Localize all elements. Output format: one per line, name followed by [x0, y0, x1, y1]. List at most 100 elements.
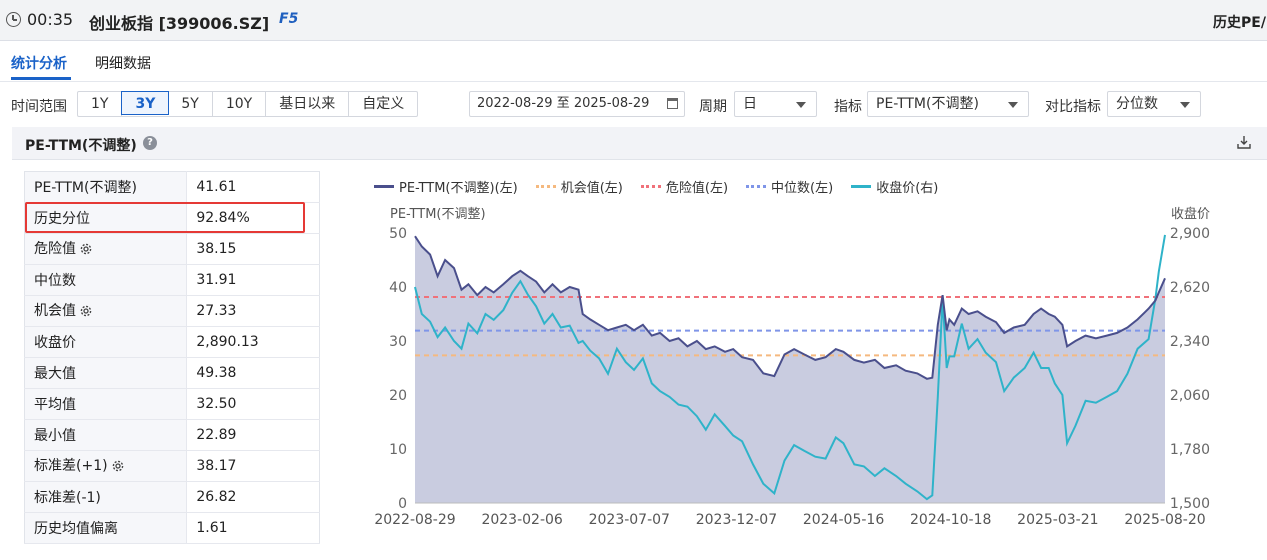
hotkey-badge[interactable]: F5 [279, 11, 299, 27]
stats-key-label: PE-TTM(不调整) [34, 180, 137, 196]
chevron-down-icon [796, 102, 806, 108]
left-tick-label: 40 [389, 280, 407, 296]
legend-item-opportunity[interactable]: 机会值(左) [535, 177, 623, 196]
left-tick-label: 20 [389, 388, 407, 404]
stats-key: 中位数 [24, 264, 188, 296]
compare-label: 对比指标 [1045, 99, 1101, 115]
stats-key-label: 历史分位 [34, 211, 90, 227]
top-bar: 00:35 创业板指 [399006.SZ] F5 历史PE/ [0, 0, 1267, 41]
period-value: 日 [743, 96, 757, 112]
stats-value: 26.82 [186, 481, 320, 513]
right-tick-label: 2,060 [1170, 388, 1210, 404]
x-tick-label: 2023-02-06 [481, 512, 562, 528]
date-range-input[interactable]: 2022-08-29 至 2025-08-29 [469, 91, 685, 117]
stats-table: PE-TTM(不调整) 41.61 历史分位 92.84% 危险值 38.15 中位数 31.… [24, 171, 320, 544]
stats-key: PE-TTM(不调整) [24, 171, 188, 203]
legend-item-pe[interactable]: PE-TTM(不调整)(左) [374, 177, 518, 196]
range-10y-button[interactable]: 10Y [213, 92, 267, 116]
stats-row: 历史分位 92.84% [24, 202, 320, 234]
pe-area [415, 236, 1165, 503]
calendar-icon[interactable] [667, 98, 678, 109]
indicator-select[interactable]: PE-TTM(不调整) [867, 91, 1029, 117]
legend-item-close[interactable]: 收盘价(右) [851, 177, 938, 196]
stats-row: 最小值 22.89 [24, 419, 320, 451]
right-tick-label: 1,780 [1170, 442, 1210, 458]
active-tab-indicator [11, 77, 71, 80]
range-since-base-button[interactable]: 基日以来 [266, 92, 350, 116]
stats-value: 32.50 [186, 388, 320, 420]
stats-row: 危险值 38.15 [24, 233, 320, 265]
range-label: 时间范围 [11, 99, 67, 115]
stats-value: 27.33 [186, 295, 320, 327]
filter-bar: 时间范围 1Y 3Y 5Y 10Y 基日以来 自定义 2022-08-29 至 … [0, 88, 1267, 120]
indicator-value: PE-TTM(不调整) [876, 96, 979, 112]
left-tick-label: 10 [389, 442, 407, 458]
page-title: 创业板指 [399006.SZ] [89, 14, 270, 33]
stats-row: 最大值 49.38 [24, 357, 320, 389]
range-3y-button[interactable]: 3Y [121, 91, 170, 115]
stats-key: 机会值 [24, 295, 188, 327]
x-tick-label: 2022-08-29 [374, 512, 455, 528]
stats-value: 38.15 [186, 233, 320, 265]
stats-value: 92.84% [186, 202, 320, 234]
stats-row: 收盘价 2,890.13 [24, 326, 320, 358]
x-tick-label: 2024-05-16 [803, 512, 884, 528]
tab-bar: 统计分析 明细数据 [0, 42, 1267, 82]
gear-icon[interactable] [79, 242, 93, 260]
tab-statistics[interactable]: 统计分析 [11, 56, 67, 72]
left-tick-label: 50 [389, 226, 407, 242]
stats-key-label: 机会值 [34, 303, 76, 319]
x-tick-label: 2023-07-07 [589, 512, 670, 528]
right-axis-title: 收盘价 [1171, 206, 1210, 222]
stats-key: 历史分位 [24, 202, 188, 234]
stats-key: 历史均值偏离 [24, 512, 188, 544]
clock-icon [6, 12, 21, 27]
stats-row: 标准差(+1) 38.17 [24, 450, 320, 482]
stats-key: 收盘价 [24, 326, 188, 358]
pe-chart[interactable]: PE-TTM(不调整) 收盘价 0 10 20 30 40 50 1,500 1,780 2,060… [330, 170, 1230, 535]
legend-item-median[interactable]: 中位数(左) [746, 177, 833, 196]
left-tick-label: 30 [389, 334, 407, 350]
stats-row: 标准差(-1) 26.82 [24, 481, 320, 513]
download-icon[interactable] [1237, 135, 1251, 149]
period-select[interactable]: 日 [734, 91, 817, 117]
stats-key-label: 中位数 [34, 273, 76, 289]
left-tick-label: 0 [398, 496, 407, 512]
legend-item-danger[interactable]: 危险值(左) [640, 177, 728, 196]
stats-value: 2,890.13 [186, 326, 320, 358]
time-display: 00:35 [27, 10, 74, 29]
right-tick-label: 2,620 [1170, 280, 1210, 296]
right-tick-label: 1,500 [1170, 496, 1210, 512]
stats-row: PE-TTM(不调整) 41.61 [24, 171, 320, 203]
indicator-label: 指标 [834, 99, 862, 115]
stats-row: 平均值 32.50 [24, 388, 320, 420]
date-range-text: 2022-08-29 至 2025-08-29 [477, 96, 650, 111]
panel-title: PE-TTM(不调整) [25, 138, 137, 154]
compare-value: 分位数 [1116, 96, 1158, 112]
tab-details[interactable]: 明细数据 [95, 56, 151, 72]
range-custom-button[interactable]: 自定义 [362, 96, 405, 112]
stats-key: 危险值 [24, 233, 188, 265]
period-label: 周期 [699, 99, 727, 115]
stats-key: 平均值 [24, 388, 188, 420]
stats-key-label: 历史均值偏离 [34, 521, 118, 537]
stats-row: 中位数 31.91 [24, 264, 320, 296]
stats-key: 最大值 [24, 357, 188, 389]
x-tick-label: 2024-10-18 [910, 512, 991, 528]
range-5y-button[interactable]: 5Y [168, 92, 213, 116]
gear-icon[interactable] [79, 304, 93, 322]
stats-key: 标准差(-1) [24, 481, 188, 513]
range-1y-button[interactable]: 1Y [78, 92, 123, 116]
stats-value: 41.61 [186, 171, 320, 203]
x-tick-label: 2023-12-07 [696, 512, 777, 528]
stats-value: 38.17 [186, 450, 320, 482]
question-icon[interactable]: ? [143, 136, 157, 150]
stats-key-label: 标准差(-1) [34, 490, 101, 506]
gear-icon[interactable] [111, 459, 125, 477]
side-title: 历史PE/ [1213, 15, 1266, 31]
stats-key-label: 最小值 [34, 428, 76, 444]
stats-key-label: 平均值 [34, 397, 76, 413]
compare-select[interactable]: 分位数 [1107, 91, 1201, 117]
left-axis-title: PE-TTM(不调整) [390, 207, 486, 222]
stats-value: 22.89 [186, 419, 320, 451]
